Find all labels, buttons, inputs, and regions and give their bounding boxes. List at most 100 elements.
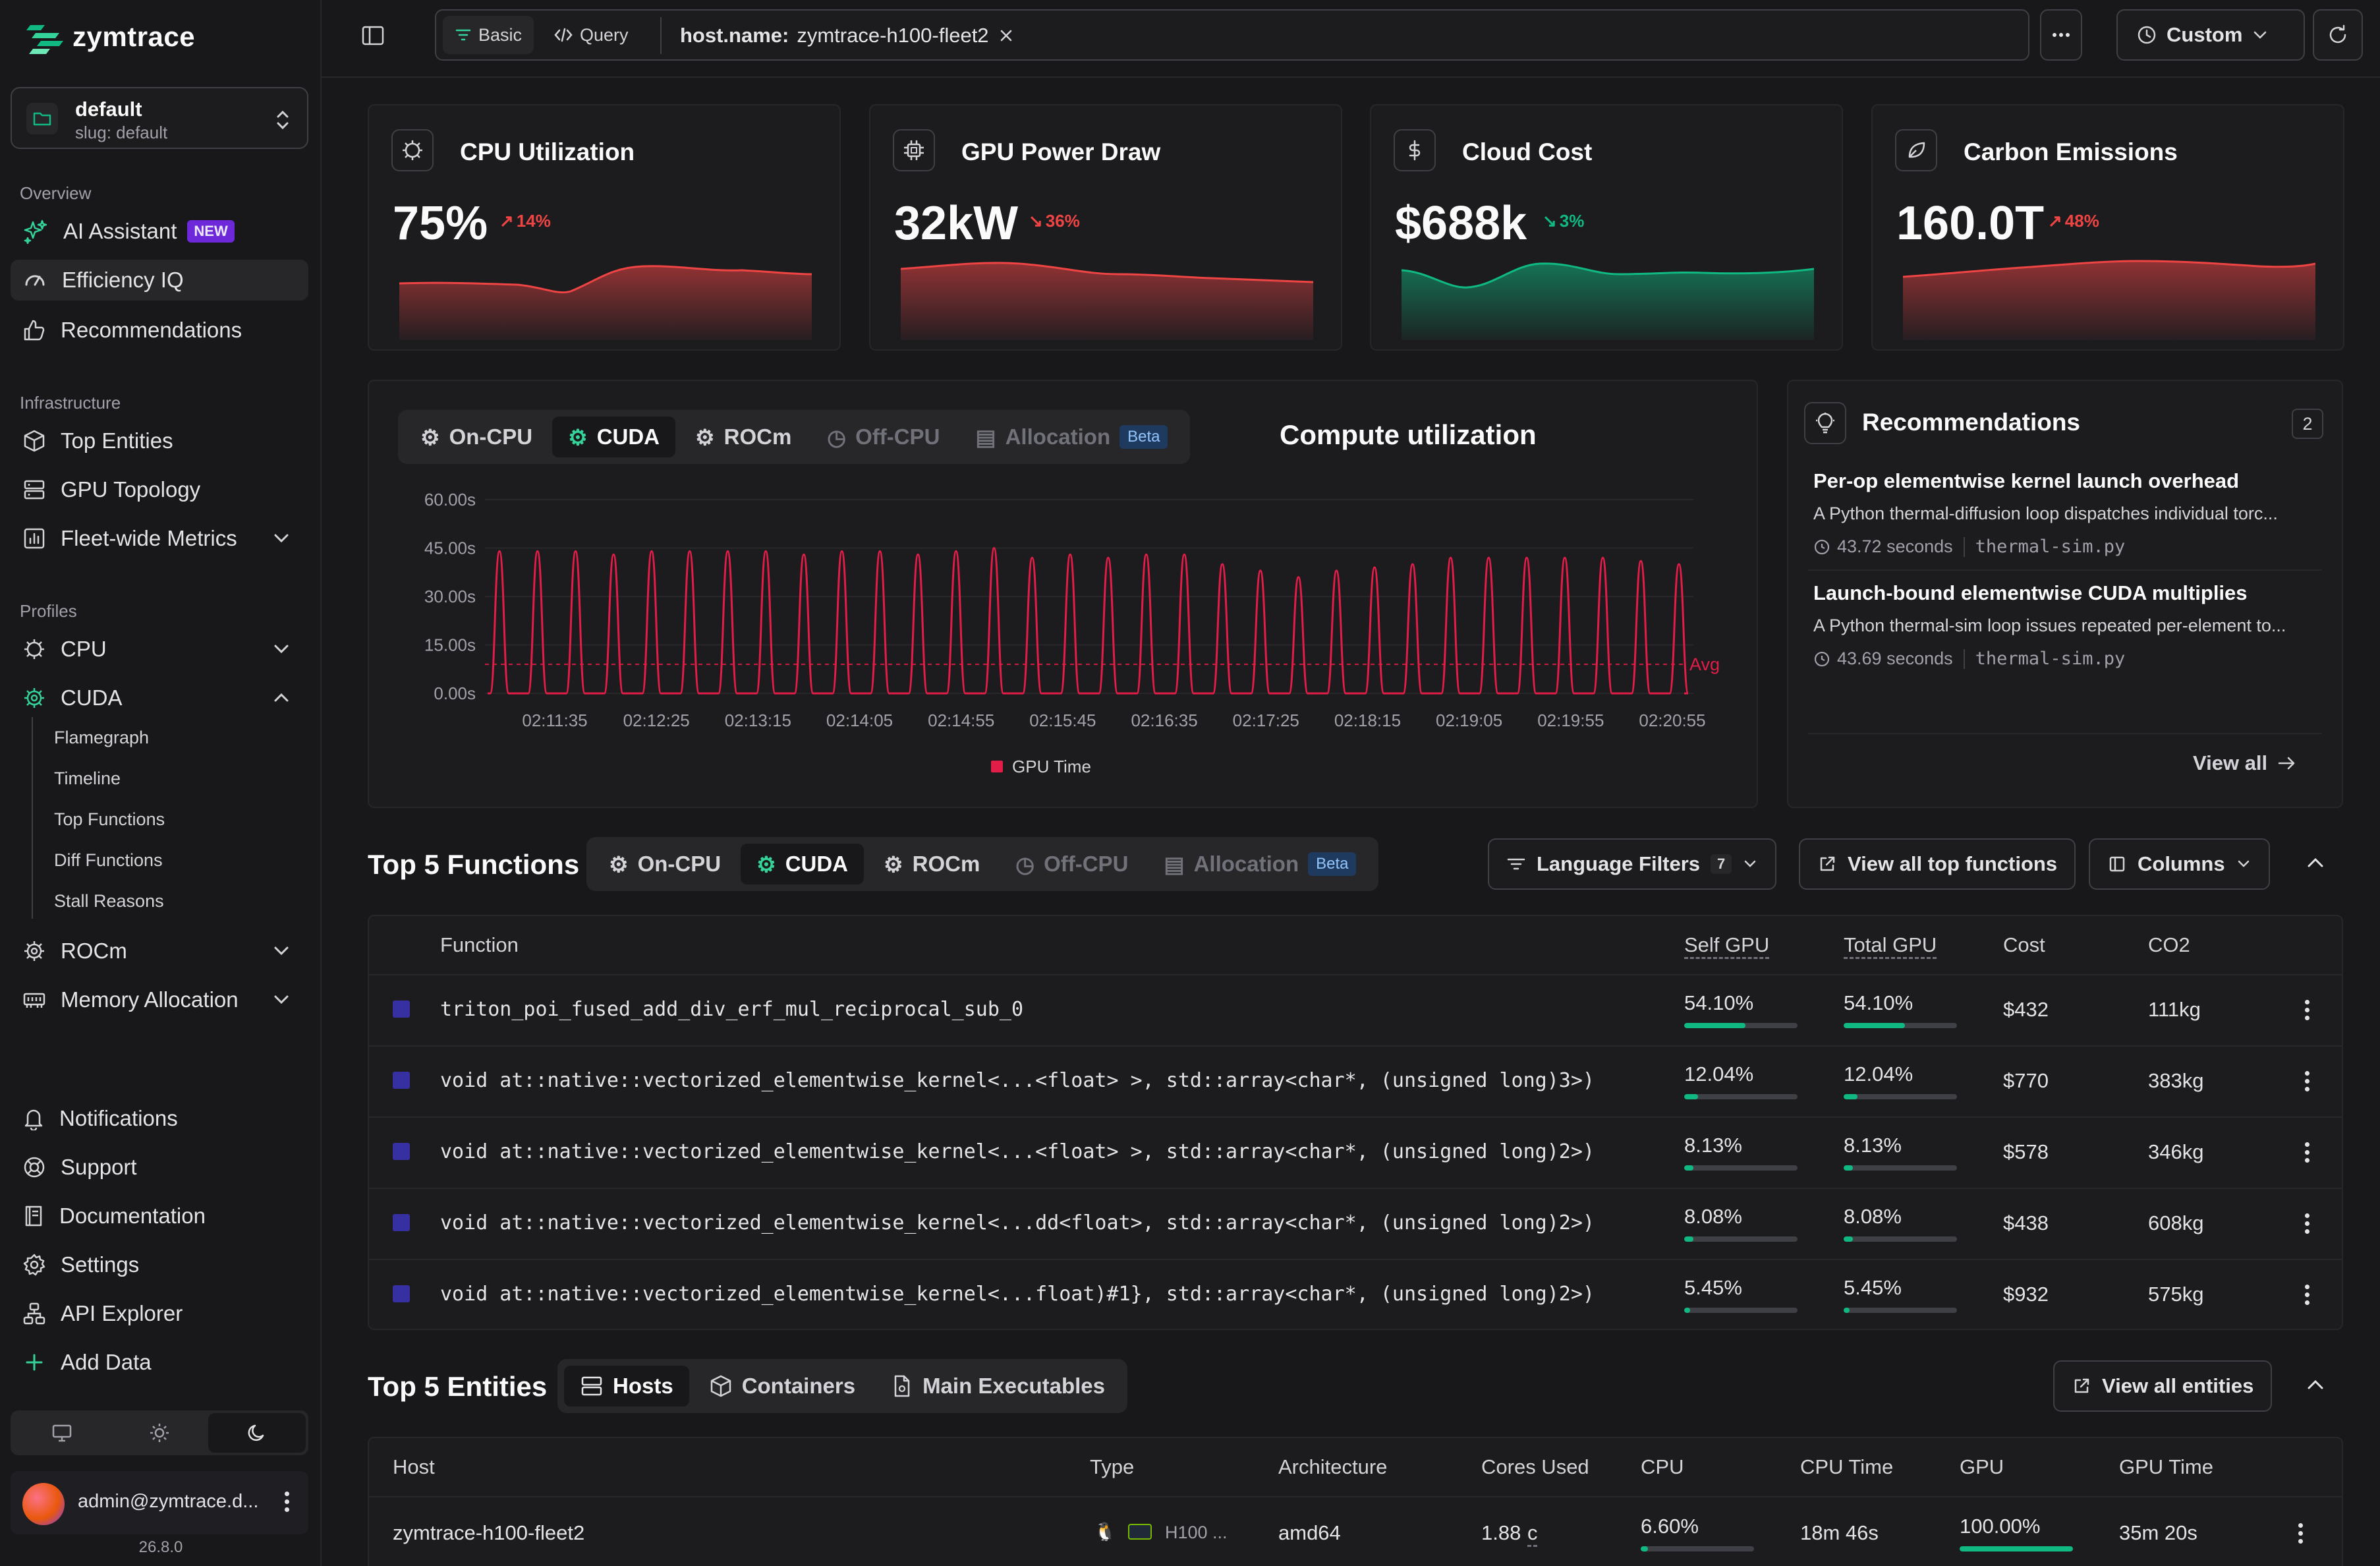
function-name[interactable]: void at::native::vectorized_elementwise_… [440,1283,1595,1306]
column-header-total-gpu[interactable]: Total GPU [1844,933,1937,956]
function-name[interactable]: void at::native::vectorized_elementwise_… [440,1069,1595,1092]
table-row[interactable]: void at::native::vectorized_elementwise_… [369,1118,2342,1189]
tab-off-cpu[interactable]: ◷ Off-CPU [1000,844,1144,884]
y-tick-label: 60.00s [424,490,476,509]
nav-cuda[interactable]: CUDA [11,678,308,718]
column-header-gpu-time[interactable]: GPU Time [2119,1455,2213,1478]
section-label-infrastructure: Infrastructure [20,393,121,413]
column-header-cpu[interactable]: CPU [1641,1455,1684,1478]
tab-hosts[interactable]: Hosts [564,1366,689,1406]
more-options-button[interactable] [2040,9,2082,61]
more-vertical-icon[interactable] [2298,1520,2304,1547]
time-range-select[interactable]: Custom [2116,9,2305,61]
tab-allocation[interactable]: ▤ Allocation Beta [959,417,1183,457]
tab-main-executables[interactable]: Main Executables [875,1366,1121,1406]
nav-efficiency-iq[interactable]: Efficiency IQ [11,260,308,301]
collapse-entities-button[interactable] [2302,1372,2329,1402]
nav-cpu[interactable]: CPU [11,629,308,670]
theme-dark-button[interactable] [208,1413,306,1453]
column-header-function[interactable]: Function [440,933,519,956]
tab-rocm[interactable]: ⚙ ROCm [679,417,807,457]
subnav-diff-functions[interactable]: Diff Functions [54,850,163,870]
column-header-gpu[interactable]: GPU [1960,1455,2004,1478]
self-gpu-bar [1684,1308,1798,1313]
table-row[interactable]: zymtrace-h100-fleet2 🐧 H100 ... amd64 1.… [369,1497,2342,1566]
column-header-cores-used[interactable]: Cores Used [1481,1455,1589,1478]
kpi-card-gpu-power-draw[interactable]: GPU Power Draw 32kW ↘ 36% [869,104,1342,351]
more-vertical-icon[interactable] [285,1488,290,1515]
app-logo[interactable]: zymtrace [26,18,195,55]
subnav-timeline[interactable]: Timeline [54,768,121,788]
workspace-switcher[interactable]: default slug: default [11,87,308,149]
table-row[interactable]: triton_poi_fused_add_div_erf_mul_recipro… [369,975,2342,1047]
kpi-card-carbon-emissions[interactable]: Carbon Emissions 160.0T ↗ 48% [1871,104,2344,351]
more-vertical-icon[interactable] [2305,1068,2310,1095]
recommendation-meta: 43.72 seconds thermal-sim.py [1813,536,2125,557]
kpi-card-cloud-cost[interactable]: Cloud Cost $688k ↘ 3% [1370,104,1843,351]
subnav-stall-reasons[interactable]: Stall Reasons [54,891,164,911]
collapse-functions-button[interactable] [2302,850,2329,880]
more-vertical-icon[interactable] [2305,997,2310,1024]
more-vertical-icon[interactable] [2305,1281,2310,1308]
column-header-cost[interactable]: Cost [2003,933,2045,956]
table-row[interactable]: void at::native::vectorized_elementwise_… [369,1047,2342,1118]
view-all-entities-button[interactable]: View all entities [2053,1360,2273,1412]
column-header-self-gpu[interactable]: Self GPU [1684,933,1770,956]
refresh-button[interactable] [2313,9,2363,61]
section-label-profiles: Profiles [20,601,77,621]
table-row[interactable]: void at::native::vectorized_elementwise_… [369,1189,2342,1260]
function-name[interactable]: triton_poi_fused_add_div_erf_mul_recipro… [440,998,1024,1021]
app-version: 26.8.0 [138,1538,183,1556]
column-header-architecture[interactable]: Architecture [1278,1455,1388,1478]
nav-ai-assistant[interactable]: AI Assistant NEW [11,211,308,252]
view-all-recommendations-link[interactable]: View all [2193,751,2298,775]
recommendation-title[interactable]: Launch-bound elementwise CUDA multiplies [1813,581,2248,604]
close-icon[interactable] [997,26,1015,45]
host-name[interactable]: zymtrace-h100-fleet2 [393,1521,585,1544]
tab-off-cpu[interactable]: ◷ Off-CPU [811,417,955,457]
nav-top-entities[interactable]: Top Entities [11,420,308,461]
tab-allocation[interactable]: ▤ Allocation Beta [1148,844,1372,884]
recommendation-title[interactable]: Per-op elementwise kernel launch overhea… [1813,469,2240,492]
basic-mode-button[interactable]: Basic [443,16,534,54]
user-menu[interactable]: admin@zymtrace.d... [11,1471,308,1534]
theme-light-button[interactable] [111,1413,208,1453]
column-header-type[interactable]: Type [1090,1455,1135,1478]
query-mode-button[interactable]: Query [542,16,640,54]
tab-on-cpu[interactable]: ⚙ On-CPU [405,417,548,457]
more-vertical-icon[interactable] [2305,1210,2310,1237]
view-all-top-functions-button[interactable]: View all top functions [1799,838,2076,890]
table-row[interactable]: void at::native::vectorized_elementwise_… [369,1260,2342,1329]
nav-gpu-topology[interactable]: GPU Topology [11,469,308,510]
language-filters-button[interactable]: Language Filters 7 [1488,838,1777,890]
nav-memory-allocation[interactable]: Memory Allocation [11,979,308,1020]
tab-containers[interactable]: Containers [693,1366,871,1406]
column-header-host[interactable]: Host [393,1455,435,1478]
subnav-top-functions[interactable]: Top Functions [54,809,165,829]
nav-documentation[interactable]: Documentation [11,1196,308,1236]
tab-on-cpu[interactable]: ⚙ On-CPU [593,844,737,884]
column-header-co2[interactable]: CO2 [2148,933,2190,956]
nav-api-explorer[interactable]: API Explorer [11,1293,308,1334]
nav-add-data[interactable]: Add Data [11,1342,308,1383]
nav-label: Notifications [59,1106,178,1130]
theme-system-button[interactable] [13,1413,111,1453]
function-name[interactable]: void at::native::vectorized_elementwise_… [440,1140,1595,1163]
sidebar-toggle-button[interactable] [353,17,393,54]
tab-rocm[interactable]: ⚙ ROCm [868,844,996,884]
function-name[interactable]: void at::native::vectorized_elementwise_… [440,1211,1595,1234]
nav-recommendations[interactable]: Recommendations [11,310,308,351]
subnav-flamegraph[interactable]: Flamegraph [54,728,150,747]
nav-support[interactable]: Support [11,1147,308,1188]
nav-rocm[interactable]: ROCm [11,931,308,972]
filter-chip-host[interactable]: host.name: zymtrace-h100-fleet2 [660,17,1034,54]
column-header-cpu-time[interactable]: CPU Time [1800,1455,1894,1478]
columns-button[interactable]: Columns [2089,838,2270,890]
kpi-card-cpu-utilization[interactable]: CPU Utilization 75% ↗ 14% [368,104,841,351]
tab-cuda[interactable]: ⚙ CUDA [741,844,864,884]
nav-settings[interactable]: Settings [11,1244,308,1285]
more-vertical-icon[interactable] [2305,1139,2310,1166]
tab-cuda[interactable]: ⚙ CUDA [552,417,676,457]
nav-fleet-wide-metrics[interactable]: Fleet-wide Metrics [11,518,308,559]
nav-notifications[interactable]: Notifications [11,1098,308,1139]
